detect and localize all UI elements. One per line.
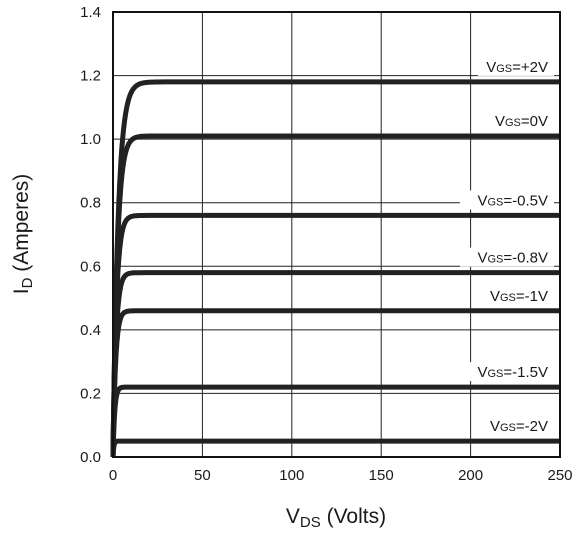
series-line — [110, 308, 560, 458]
y-tick-label: 1.2 — [80, 68, 101, 85]
x-tick-label: 50 — [194, 467, 211, 484]
series-label: VGS=+2V — [486, 59, 548, 76]
curve-labels: VGS=+2V VGS=0V VGS=-0.5V VGS=-0.8V VGS=-1V VG… — [460, 56, 554, 436]
series-label: VGS=-0.5V — [477, 192, 548, 209]
label-background — [460, 362, 554, 382]
curves — [110, 79, 561, 458]
x-tick-label: 250 — [547, 467, 572, 484]
x-axis-title: VDS (Volts) — [286, 505, 386, 531]
series-line — [110, 438, 561, 458]
plot-frame — [112, 11, 561, 458]
series-line — [110, 79, 561, 458]
y-tick-label: 0.0 — [80, 449, 101, 466]
y-tick-label: 1.4 — [80, 4, 101, 21]
x-tick-label: 0 — [109, 467, 117, 484]
x-tick-label: 150 — [369, 467, 394, 484]
series-line — [110, 270, 561, 458]
series-line — [110, 133, 560, 458]
y-tick-label: 0.8 — [80, 195, 101, 212]
tick-labels: 0 50 100 150 200 250 0.0 0.2 0.4 0.6 0.8 1.0 1.2 1.4 — [80, 4, 572, 484]
label-background — [478, 285, 554, 305]
label-background — [478, 56, 554, 76]
y-axis-title: ID (Amperes) — [10, 174, 36, 295]
x-tick-label: 100 — [279, 467, 304, 484]
series-line — [110, 212, 560, 458]
label-background — [460, 190, 554, 210]
label-background — [460, 247, 554, 267]
series-label: VGS=-1.5V — [477, 364, 548, 381]
series-label: VGS=-0.8V — [477, 250, 548, 267]
grid — [113, 12, 560, 457]
y-tick-label: 0.6 — [80, 258, 101, 275]
label-background — [487, 110, 554, 130]
series-label: VGS=0V — [495, 113, 548, 130]
label-background — [478, 416, 554, 436]
series-label: VGS=-2V — [490, 418, 548, 435]
y-tick-label: 0.2 — [80, 385, 101, 402]
series-line — [110, 384, 560, 458]
y-tick-label: 0.4 — [80, 322, 101, 339]
y-tick-label: 1.0 — [80, 131, 101, 148]
series-label: VGS=-1V — [490, 288, 548, 305]
x-tick-label: 200 — [458, 467, 483, 484]
